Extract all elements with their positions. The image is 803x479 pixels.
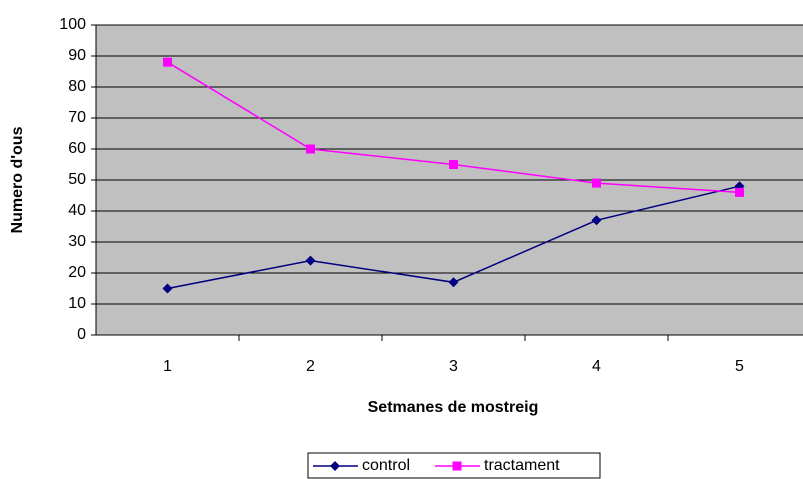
y-tick-label: 40 — [68, 202, 86, 219]
legend-marker — [452, 461, 462, 471]
marker — [735, 187, 744, 197]
marker — [306, 144, 315, 154]
y-tick-label: 50 — [68, 171, 86, 188]
y-axis-label: Numero d'ous — [9, 126, 26, 233]
y-tick-label: 100 — [59, 16, 86, 33]
x-axis-label: Setmanes de mostreig — [368, 399, 539, 416]
y-tick-label: 30 — [68, 233, 86, 250]
x-tick-label: 5 — [735, 358, 744, 375]
x-tick-label: 4 — [592, 358, 601, 375]
marker — [449, 160, 458, 169]
x-tick-label: 3 — [449, 358, 458, 375]
y-tick-label: 90 — [68, 47, 86, 64]
marker — [592, 178, 601, 188]
x-tick-label: 2 — [306, 358, 315, 375]
marker — [162, 283, 173, 294]
y-tick-label: 0 — [77, 326, 86, 343]
marker — [163, 57, 172, 67]
legend-label: control — [362, 457, 410, 474]
x-tick-label: 1 — [163, 358, 172, 375]
marker — [591, 215, 602, 226]
y-tick-label: 70 — [68, 109, 86, 126]
y-tick-label: 80 — [68, 78, 86, 95]
legend-label: tractament — [484, 457, 560, 474]
legend-marker — [330, 461, 340, 471]
marker — [448, 277, 459, 288]
y-tick-label: 20 — [68, 264, 86, 281]
y-tick-label: 60 — [68, 140, 86, 157]
marker — [305, 255, 316, 266]
y-tick-label: 10 — [68, 295, 86, 312]
